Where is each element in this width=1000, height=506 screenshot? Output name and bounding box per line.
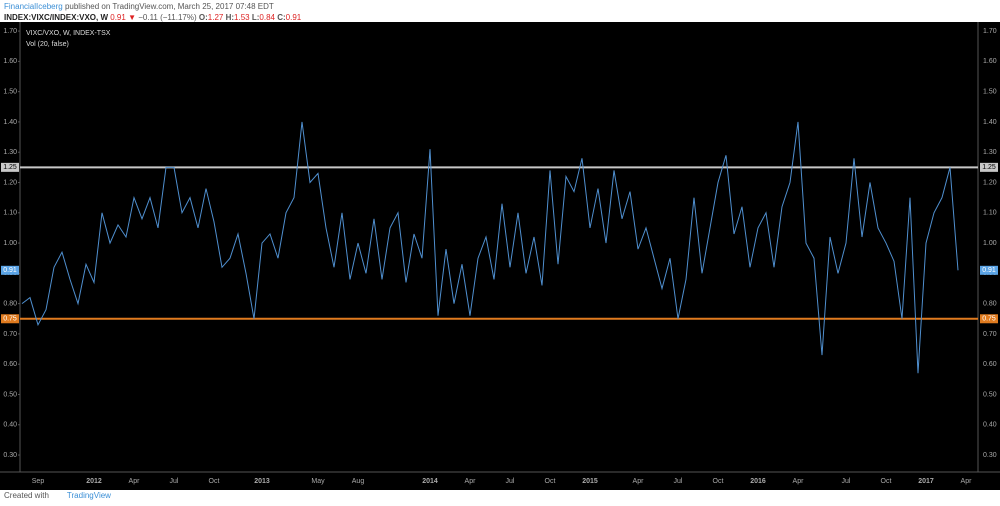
y-tick-label: 0.80 (3, 300, 17, 307)
published: published on TradingView.com, March 25, … (64, 2, 274, 11)
price-line (21, 121, 959, 374)
symbol: INDEX:VIXC/INDEX:VXO, W (4, 13, 109, 22)
x-tick-label: 2013 (254, 478, 270, 485)
x-tick-label: Apr (961, 478, 973, 485)
x-tick-label: Aug (352, 478, 365, 485)
y-tick-label: 1.40 (3, 119, 17, 126)
change: −0.11 (−11.17%) (138, 13, 197, 22)
price-marker (1, 265, 19, 275)
x-tick-label: Jul (674, 478, 683, 485)
y-tick-label: 1.10 (3, 210, 17, 217)
y-tick-label: 0.50 (3, 391, 17, 398)
ohlc-key: H: (225, 13, 235, 22)
ohlc-value: 1.27 (207, 13, 224, 22)
publisher[interactable]: FinancialIceberg (4, 2, 63, 11)
y-tick-label: 1.20 (983, 179, 997, 186)
y-tick-label: 1.10 (983, 210, 997, 217)
y-tick-label: 1.70 (983, 28, 997, 35)
y-tick-label: 1.50 (3, 88, 17, 95)
y-tick-label: 1.30 (983, 149, 997, 156)
y-tick-label: 1.70 (3, 28, 17, 35)
y-tick-label: 1.30 (3, 149, 17, 156)
last: 0.91 (110, 13, 126, 22)
x-tick-label: Jul (842, 478, 851, 485)
x-tick-label: Jul (170, 478, 179, 485)
x-tick-label: Apr (129, 478, 141, 485)
arrow: ▼ (128, 13, 136, 22)
y-tick-label: 0.80 (983, 300, 997, 307)
y-tick-label: 1.00 (983, 240, 997, 247)
price-marker (980, 314, 998, 324)
y-tick-label: 1.00 (3, 240, 17, 247)
y-tick-label: 1.60 (3, 58, 17, 65)
ohlc-value: 1.53 (234, 13, 250, 22)
price-marker-label: 0.75 (3, 316, 17, 323)
price-marker-label: 0.91 (982, 267, 996, 274)
x-tick-label: 2016 (750, 478, 766, 485)
price-marker-label: 0.91 (3, 267, 17, 274)
y-tick-label: 0.40 (3, 422, 17, 429)
price-marker-label: 0.75 (982, 316, 996, 323)
x-tick-label: Apr (793, 478, 805, 485)
footer: Created with TradingView (4, 491, 111, 500)
price-marker-label: 1.25 (3, 164, 17, 171)
footer-brand[interactable]: TradingView (66, 491, 111, 500)
price-marker (1, 314, 19, 324)
ohlc-value: 0.91 (285, 13, 302, 22)
x-tick-label: Jul (506, 478, 515, 485)
ohlc: O:1.27 H:1.53 L:0.84 C:0.91 (199, 13, 301, 22)
ohlc-key: L: (251, 13, 260, 22)
y-tick-label: 0.40 (983, 422, 997, 429)
header: FinancialIceberg published on TradingVie… (4, 1, 301, 23)
chart: VIXC/VXO, W, INDEX-TSX Vol (20, false) 0… (0, 22, 1000, 490)
y-tick-label: 0.30 (3, 452, 17, 459)
x-tick-label: Sep (32, 478, 45, 485)
y-tick-label: 0.50 (983, 391, 997, 398)
y-tick-label: 1.40 (983, 119, 997, 126)
price-marker (980, 162, 998, 172)
y-tick-label: 0.60 (983, 361, 997, 368)
chart-background (0, 22, 1000, 490)
legend-entry: VIXC/VXO, W, INDEX-TSX (26, 30, 111, 37)
ohlc-value: 0.84 (259, 13, 275, 22)
x-tick-label: Oct (545, 478, 556, 485)
x-tick-label: 2015 (582, 478, 598, 485)
y-tick-label: 1.60 (983, 58, 997, 65)
x-tick-label: 2017 (918, 478, 934, 485)
y-tick-label: 0.30 (983, 452, 997, 459)
footer-text: Created with (4, 491, 49, 500)
x-tick-label: Apr (633, 478, 645, 485)
x-tick-label: Apr (465, 478, 477, 485)
publish-line: FinancialIceberg published on TradingVie… (4, 1, 301, 12)
y-tick-label: 1.50 (983, 88, 997, 95)
price-marker (980, 265, 998, 275)
symbol-line: INDEX:VIXC/INDEX:VXO, W 0.91 ▼ −0.11 (−1… (4, 12, 301, 23)
ohlc-key: O: (198, 13, 208, 22)
ohlc-key: C: (277, 13, 286, 22)
x-tick-label: Oct (881, 478, 892, 485)
x-tick-label: Oct (209, 478, 220, 485)
y-tick-label: 0.70 (3, 331, 17, 338)
x-tick-label: 2012 (86, 478, 102, 485)
y-tick-label: 0.70 (983, 331, 997, 338)
price-marker-label: 1.25 (982, 164, 996, 171)
y-tick-label: 0.60 (3, 361, 17, 368)
x-tick-label: Oct (713, 478, 724, 485)
legend-entry: Vol (20, false) (26, 41, 69, 48)
y-tick-label: 1.20 (3, 179, 17, 186)
x-tick-label: 2014 (422, 478, 438, 485)
price-marker (1, 162, 19, 172)
x-tick-label: May (311, 478, 325, 485)
